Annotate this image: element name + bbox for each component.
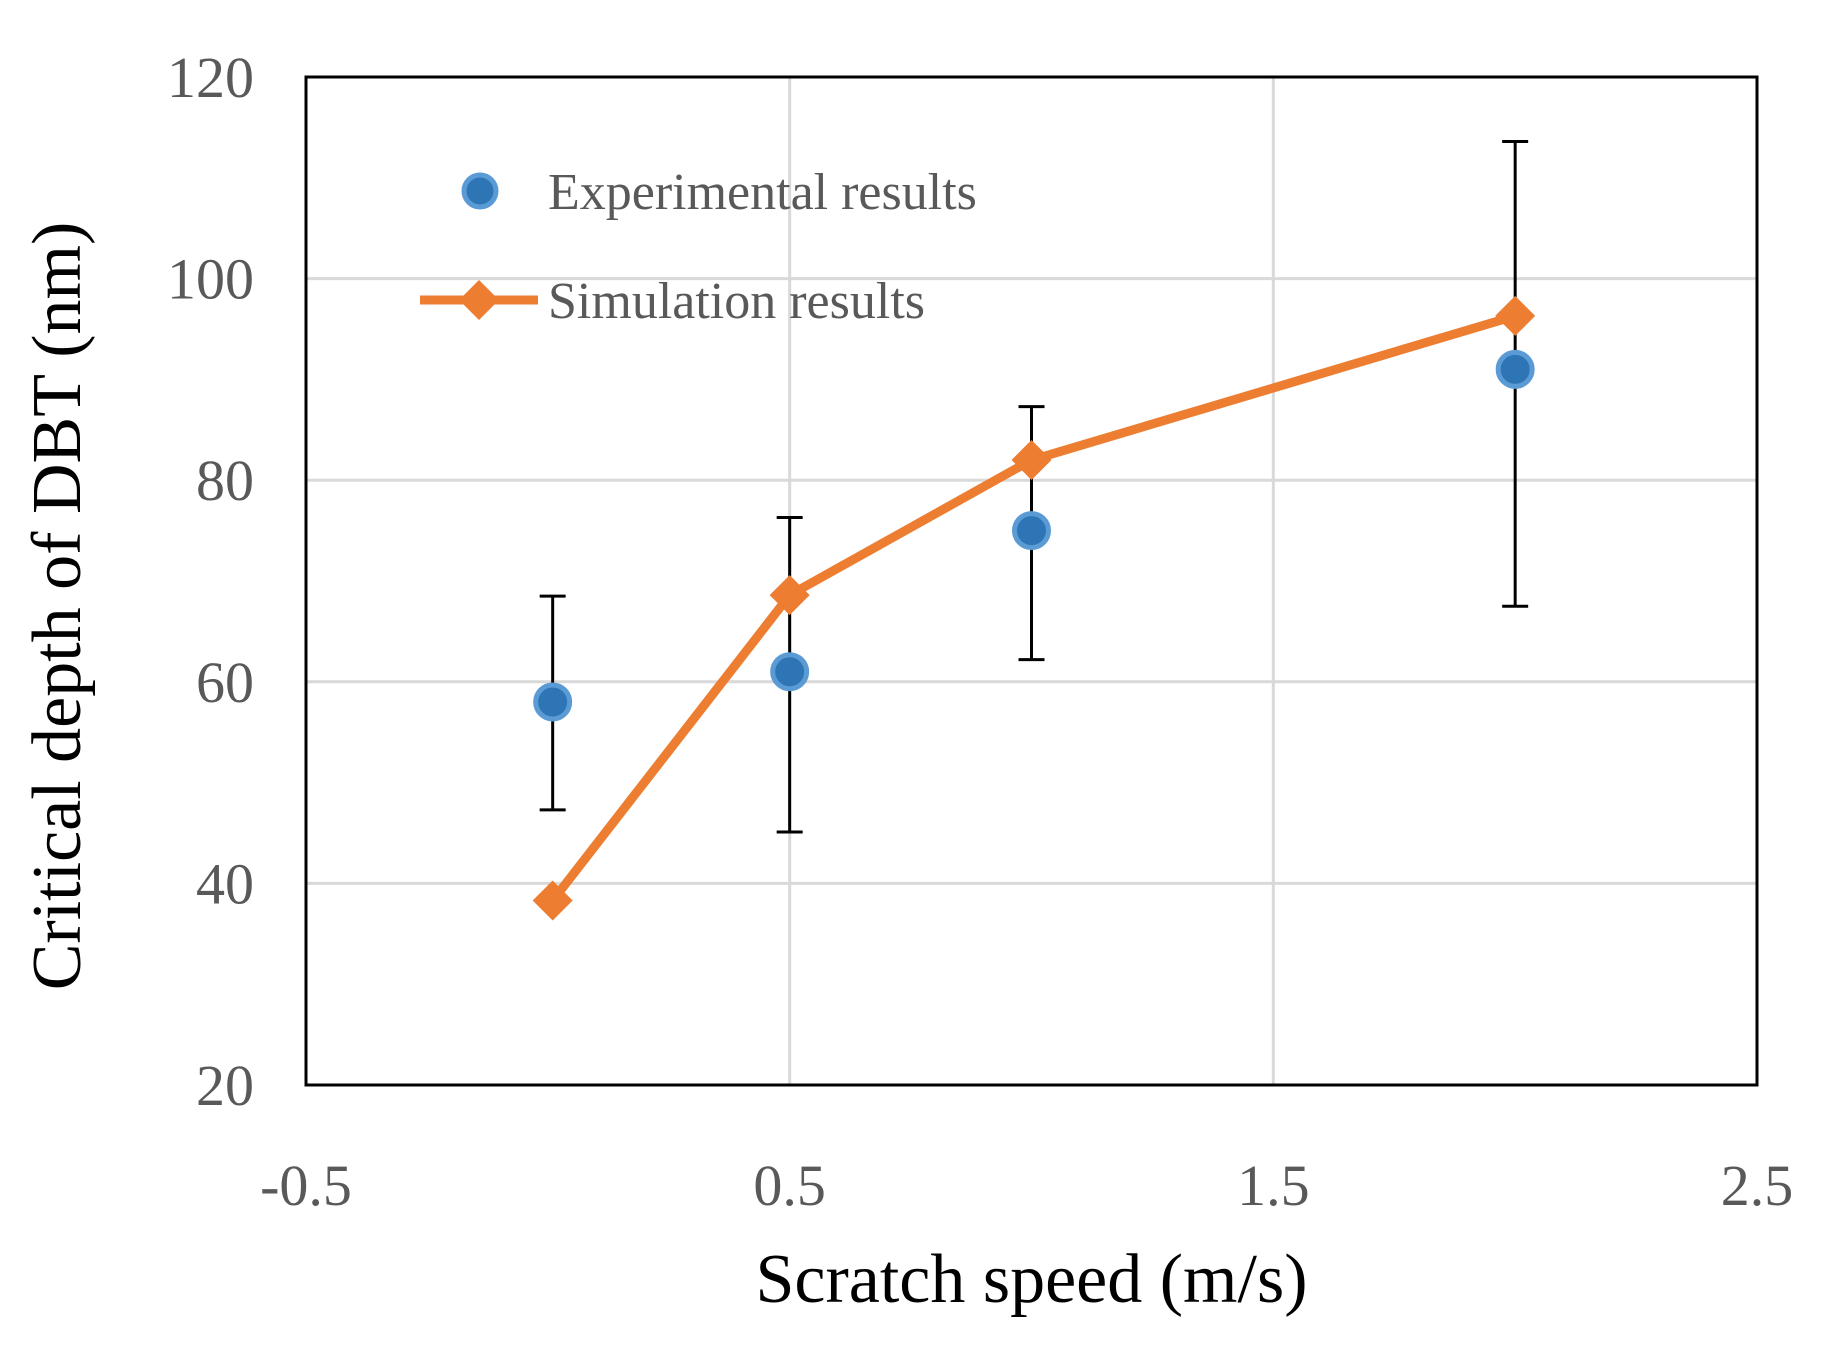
legend-item-experimental: Experimental results	[461, 164, 977, 221]
experimental-point	[1495, 349, 1535, 389]
y-tick-label: 120	[167, 45, 254, 110]
x-tick-label: 0.5	[753, 1153, 826, 1218]
plot-area-frame	[304, 75, 1759, 1087]
experimental-series	[533, 349, 1535, 722]
simulation-series	[532, 295, 1536, 921]
experimental-point	[770, 652, 810, 692]
x-tick-label: -0.5	[260, 1153, 352, 1218]
legend-simulation-label: Simulation results	[548, 273, 925, 330]
x-axis-tick-labels: -0.5 0.5 1.5 2.5	[260, 1153, 1793, 1218]
legend-simulation-marker	[459, 280, 499, 320]
x-axis-title: Scratch speed (m/s)	[755, 1241, 1307, 1318]
x-tick-label: 2.5	[1721, 1153, 1794, 1218]
y-tick-label: 40	[196, 851, 254, 916]
simulation-point	[1495, 295, 1536, 336]
simulation-point	[532, 880, 573, 921]
simulation-line	[549, 311, 1517, 904]
y-tick-label: 80	[196, 448, 254, 513]
legend-experimental-marker	[461, 172, 499, 210]
legend-item-simulation: Simulation results	[420, 273, 925, 330]
experimental-point	[1012, 511, 1051, 551]
y-tick-label: 100	[167, 247, 254, 312]
y-axis-title: Critical depth of DBT (nm)	[19, 222, 96, 991]
simulation-point	[769, 575, 810, 616]
legend: Experimental results Simulation results	[420, 164, 977, 330]
simulation-point	[1011, 440, 1052, 481]
y-tick-label: 60	[196, 650, 254, 715]
experimental-point	[533, 682, 573, 722]
y-tick-label: 20	[196, 1053, 254, 1118]
y-axis-tick-labels: 20 40 60 80 100 120	[167, 45, 254, 1118]
x-tick-label: 1.5	[1237, 1153, 1310, 1218]
legend-experimental-label: Experimental results	[548, 164, 977, 221]
